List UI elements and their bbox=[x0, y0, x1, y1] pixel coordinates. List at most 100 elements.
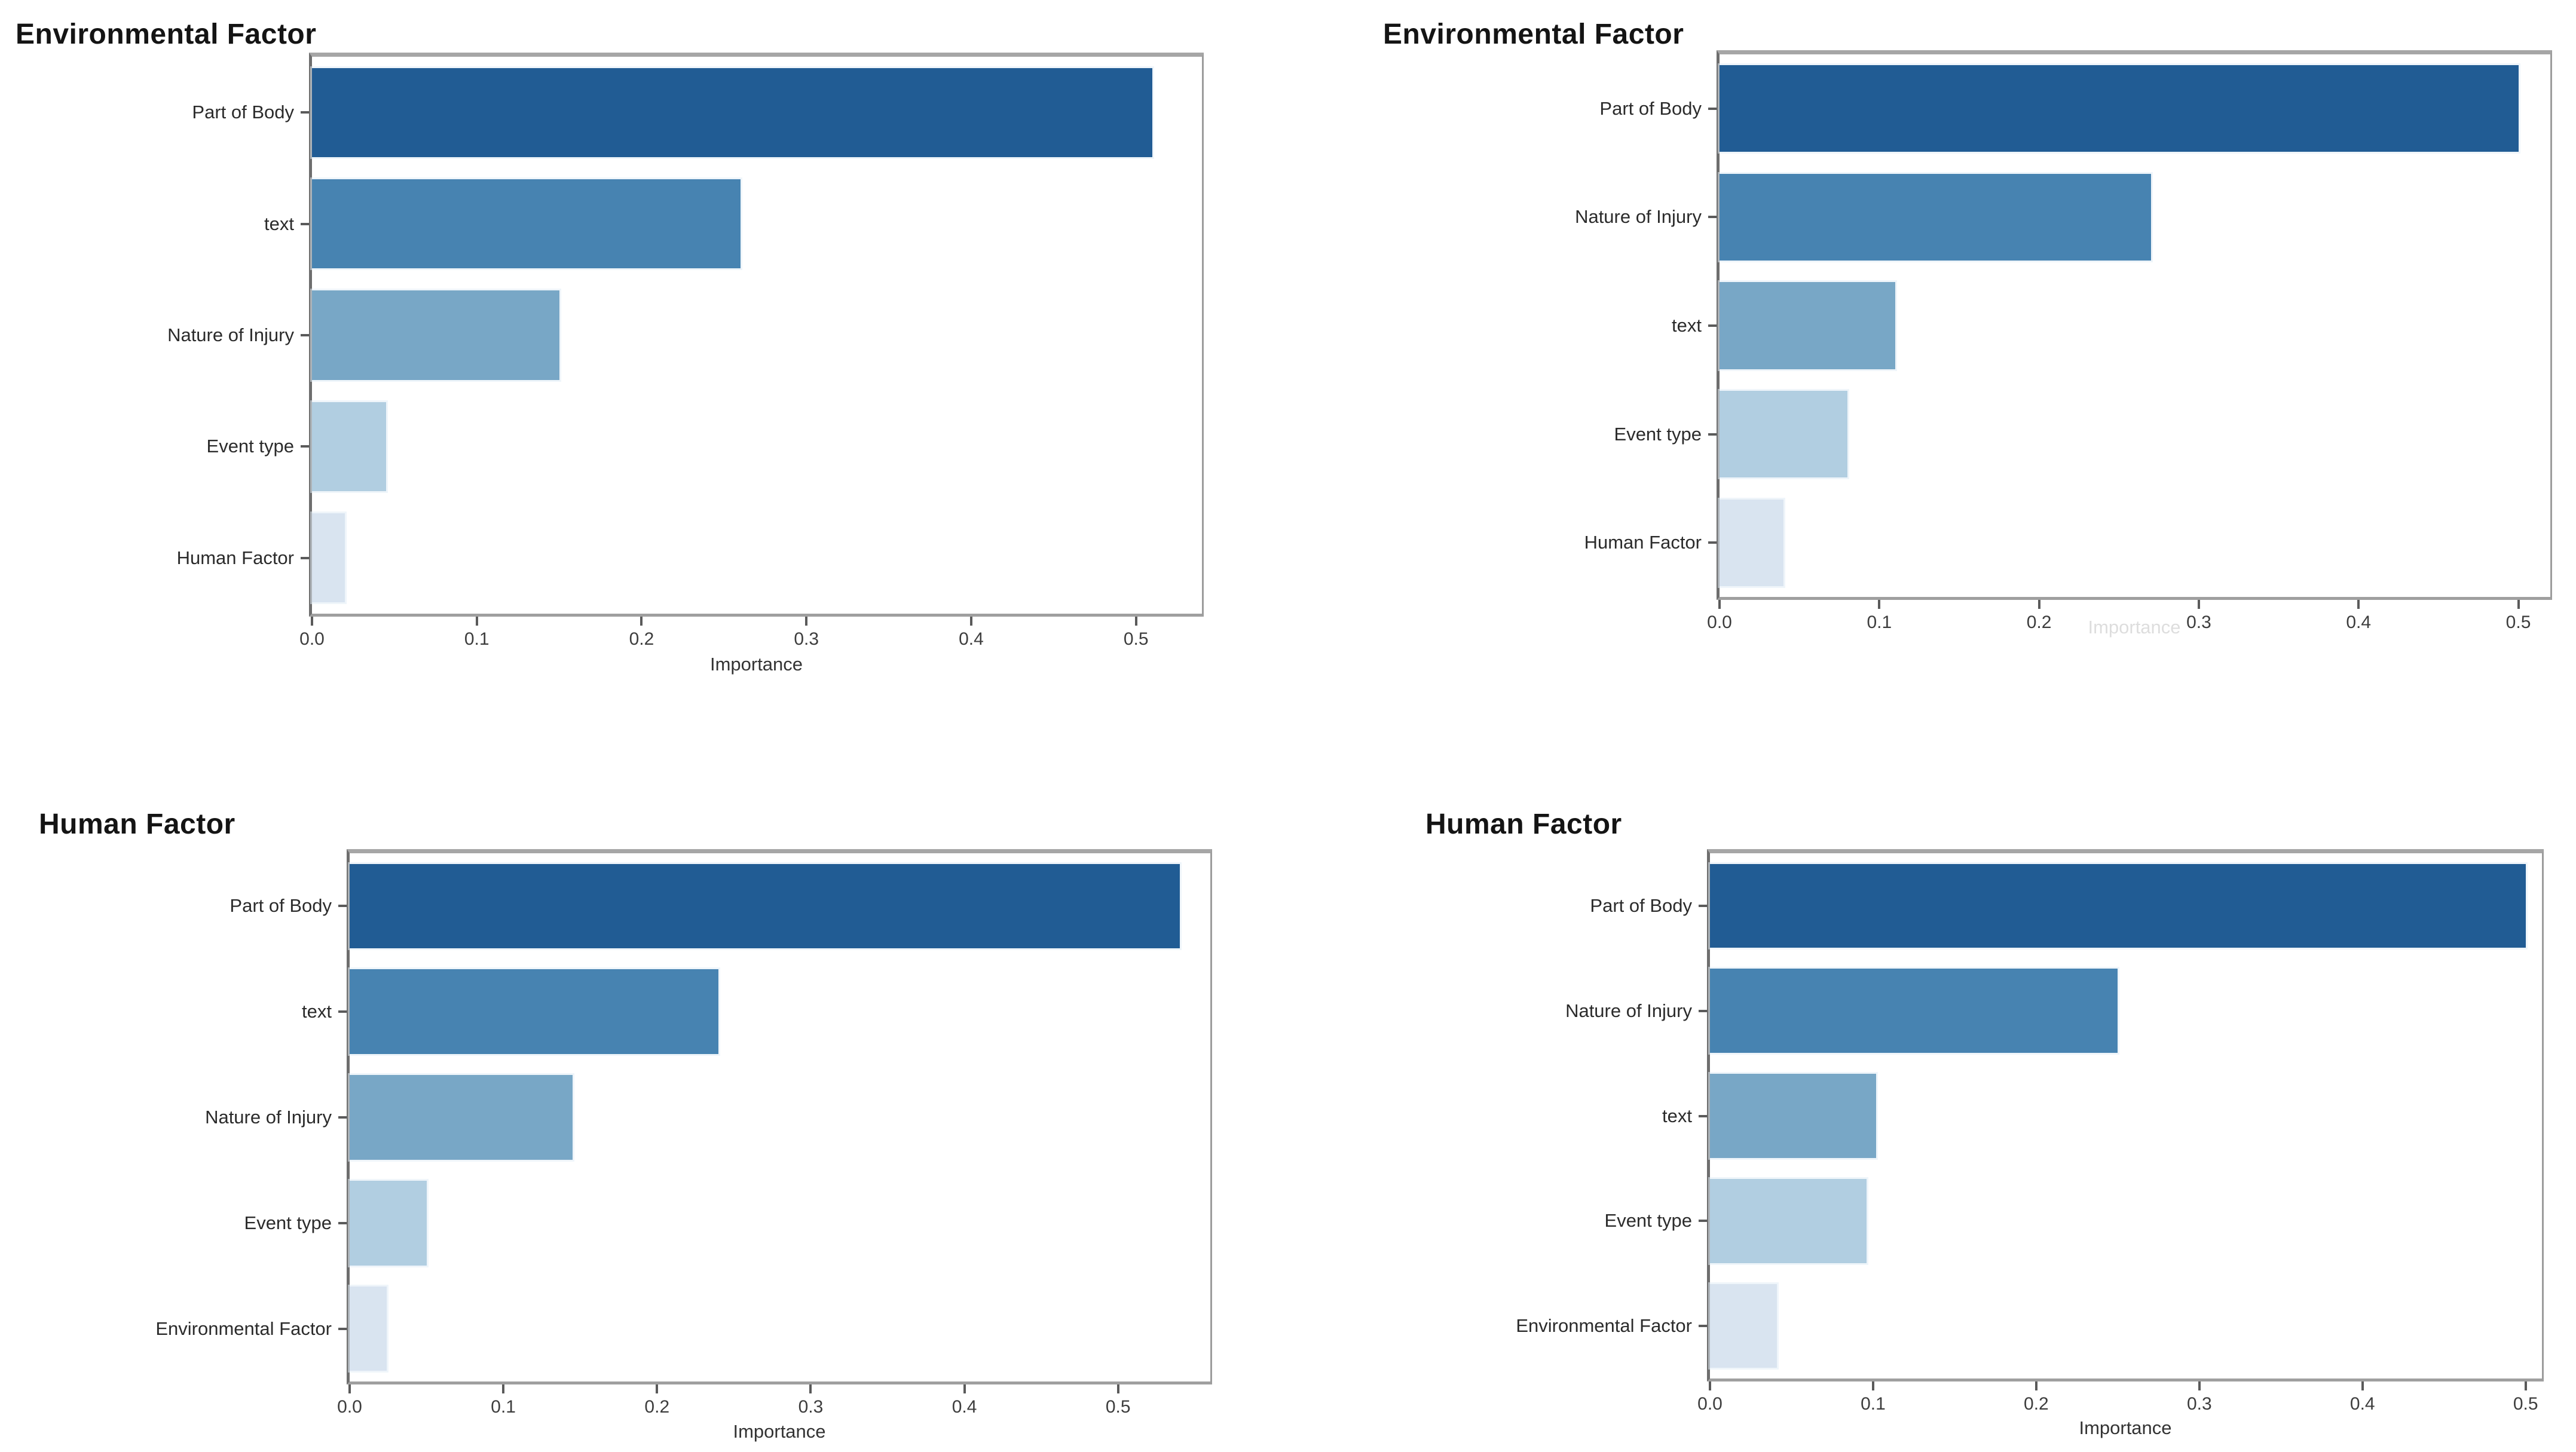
plot-area: Part of Body Nature of Injury text Event ty… bbox=[1575, 50, 2552, 632]
bar-event-type bbox=[1710, 1178, 1867, 1263]
x-tick-label-0-0: 0.0 bbox=[1697, 1394, 1723, 1414]
bar-nature-of-injury bbox=[1710, 969, 2118, 1053]
bar-event-type bbox=[350, 1181, 427, 1266]
bar-nature-of-injury bbox=[1720, 173, 2151, 261]
x-tick-mark bbox=[2517, 600, 2520, 609]
x-tick-mark bbox=[1116, 1384, 1119, 1393]
y-axis-label-part-of-body: Part of Body bbox=[1590, 895, 1692, 916]
plot-area: Part of Body text Nature of Injury Event ty… bbox=[167, 53, 1204, 649]
plot-area: Part of Body text Nature of Injury Event ty… bbox=[155, 849, 1212, 1417]
y-tick-mark bbox=[338, 1221, 347, 1224]
y-axis-label-nature-of-injury: Nature of Injury bbox=[1565, 1000, 1692, 1021]
y-tick-mark bbox=[1708, 216, 1717, 219]
x-tick-label-0-0: 0.0 bbox=[1707, 612, 1732, 632]
x-tick-mark bbox=[2357, 600, 2360, 609]
x-tick-label-0-5: 0.5 bbox=[2513, 1394, 2538, 1414]
x-tick-label-0-2: 0.2 bbox=[629, 629, 654, 649]
x-tick-label-0-0: 0.0 bbox=[299, 629, 325, 649]
y-axis-label-nature-of-injury: Nature of Injury bbox=[205, 1107, 332, 1128]
y-tick-mark bbox=[1699, 1114, 1707, 1117]
y-axis-label-human-factor: Human Factor bbox=[1584, 532, 1702, 553]
x-tick-mark bbox=[963, 1384, 966, 1393]
x-tick-label-0-2: 0.2 bbox=[2026, 612, 2052, 632]
x-tick-mark bbox=[2361, 1381, 2364, 1390]
y-tick-mark bbox=[1699, 1009, 1707, 1012]
y-axis-label-nature-of-injury: Nature of Injury bbox=[167, 324, 294, 345]
x-tick-mark bbox=[640, 617, 643, 626]
y-axis-label-text: text bbox=[264, 213, 294, 234]
bar-event-type bbox=[1720, 390, 1847, 478]
plot-area: Part of Body Nature of Injury text Event ty… bbox=[1516, 849, 2544, 1414]
y-tick-mark bbox=[1708, 433, 1717, 436]
x-axis-label: Importance bbox=[733, 1421, 826, 1442]
y-axis-label-environmental-factor: Environmental Factor bbox=[1516, 1315, 1692, 1337]
x-tick-label-0-1: 0.1 bbox=[491, 1397, 516, 1417]
x-tick-mark bbox=[502, 1384, 505, 1393]
y-axis-label-event-type: Event type bbox=[244, 1212, 332, 1233]
y-tick-mark bbox=[1699, 1220, 1707, 1223]
y-axis-label-human-factor: Human Factor bbox=[176, 547, 294, 568]
x-tick-label-0-3: 0.3 bbox=[794, 629, 819, 649]
x-tick-label-0-1: 0.1 bbox=[1867, 612, 1892, 632]
x-tick-label-0-1: 0.1 bbox=[1861, 1394, 1886, 1414]
x-tick-mark bbox=[2197, 600, 2200, 609]
y-axis-label-nature-of-injury: Nature of Injury bbox=[1575, 206, 1702, 228]
y-tick-mark bbox=[338, 1116, 347, 1119]
bar-environmental-factor bbox=[1710, 1283, 1777, 1368]
y-axis-label-event-type: Event type bbox=[206, 436, 294, 457]
bar-nature-of-injury bbox=[312, 290, 559, 380]
x-tick-label-0-3: 0.3 bbox=[798, 1397, 824, 1417]
bar-part-of-body bbox=[1710, 863, 2526, 948]
x-tick-mark bbox=[2037, 600, 2040, 609]
x-tick-mark bbox=[809, 1384, 812, 1393]
x-tick-mark bbox=[1718, 600, 1721, 609]
y-tick-mark bbox=[301, 111, 309, 114]
bar-text bbox=[312, 179, 741, 269]
chart-title: Human Factor bbox=[39, 808, 235, 840]
y-tick-mark bbox=[338, 905, 347, 908]
x-tick-label-0-0: 0.0 bbox=[337, 1397, 362, 1417]
bar-part-of-body bbox=[1720, 65, 2519, 152]
x-tick-mark bbox=[656, 1384, 659, 1393]
x-tick-mark bbox=[1878, 600, 1881, 609]
x-axis-label: Importance bbox=[2088, 617, 2181, 638]
y-tick-mark bbox=[301, 334, 309, 336]
bar-nature-of-injury bbox=[350, 1075, 573, 1160]
x-tick-label-0-2: 0.2 bbox=[2024, 1394, 2049, 1414]
y-axis-label-event-type: Event type bbox=[1614, 423, 1702, 445]
x-tick-label-0-5: 0.5 bbox=[1123, 629, 1149, 649]
x-tick-label-0-4: 0.4 bbox=[2346, 612, 2372, 632]
y-axis-label-text: text bbox=[302, 1001, 332, 1022]
x-tick-mark bbox=[805, 617, 808, 626]
y-axis-label-part-of-body: Part of Body bbox=[1599, 97, 1702, 119]
y-tick-mark bbox=[1699, 904, 1707, 907]
y-axis-label-environmental-factor: Environmental Factor bbox=[155, 1318, 332, 1339]
x-tick-label-0-5: 0.5 bbox=[1105, 1397, 1131, 1417]
x-tick-mark bbox=[969, 617, 972, 626]
x-tick-mark bbox=[1134, 617, 1137, 626]
y-tick-mark bbox=[338, 1327, 347, 1330]
y-tick-mark bbox=[301, 556, 309, 559]
y-tick-mark bbox=[1699, 1325, 1707, 1328]
x-tick-mark bbox=[1709, 1381, 1711, 1390]
bar-event-type bbox=[312, 402, 387, 491]
y-axis-label-text: text bbox=[1672, 315, 1702, 336]
bar-human-factor bbox=[1720, 499, 1783, 586]
x-tick-mark bbox=[475, 617, 478, 626]
x-axis-label: Importance bbox=[709, 654, 803, 675]
x-tick-mark bbox=[311, 617, 313, 626]
bar-part-of-body bbox=[350, 863, 1180, 949]
bar-text bbox=[350, 969, 719, 1054]
y-tick-mark bbox=[1708, 324, 1717, 327]
y-tick-mark bbox=[1708, 541, 1717, 544]
chart-title: Environmental Factor bbox=[1383, 19, 1684, 50]
x-tick-label-0-5: 0.5 bbox=[2505, 612, 2531, 632]
x-tick-label-0-3: 0.3 bbox=[2186, 1394, 2212, 1414]
y-axis-label-part-of-body: Part of Body bbox=[192, 102, 294, 123]
y-axis-label-part-of-body: Part of Body bbox=[230, 895, 332, 917]
